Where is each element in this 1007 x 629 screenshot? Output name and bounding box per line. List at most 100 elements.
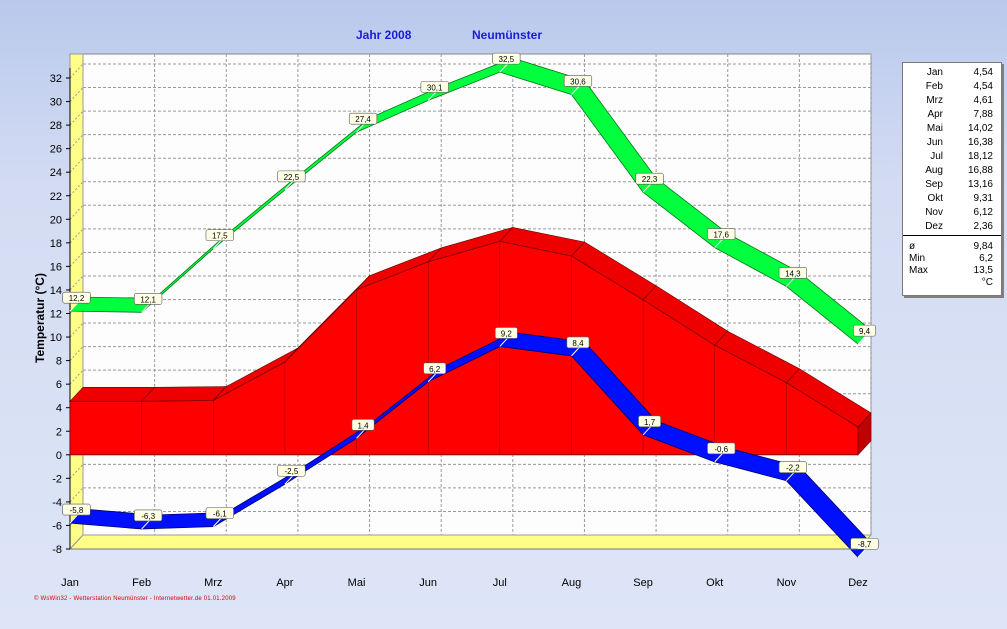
min-label-text: -2,2: [786, 464, 800, 473]
max-label-text: 12,1: [140, 295, 156, 304]
max-label-jan: 12,2: [62, 291, 91, 304]
max-label-feb: 12,1: [134, 293, 163, 305]
max-label-bg: [205, 229, 234, 242]
min-label-bg: [205, 507, 234, 519]
gridline-wall: [69, 204, 84, 220]
avg-point-jul: [499, 240, 501, 243]
min-label-text: -2,5: [285, 467, 299, 476]
avg-area-side: [857, 412, 872, 456]
max-label-mrz: 17,5: [205, 229, 234, 242]
legend-month: Mai: [926, 123, 943, 134]
max-label-bg: [420, 81, 449, 93]
gridline-wall: [69, 322, 84, 338]
min-label-dez: -8,7: [850, 537, 879, 550]
x-tick-label: Jul: [493, 577, 507, 589]
legend-row-sep: Sep 13,16: [907, 179, 993, 193]
legend-row-jun: Jun 16,38: [907, 137, 993, 151]
avg-point-mai: [355, 288, 358, 291]
x-tick-label: Sep: [633, 577, 653, 589]
max-label-text: 9,4: [859, 327, 871, 336]
x-tick-label: Jun: [419, 577, 437, 589]
min-label-bg: [423, 362, 447, 375]
legend-stat-0: ø 9,84: [907, 241, 993, 255]
y-tick-label: 2: [56, 426, 62, 438]
max-label-jun: 30,1: [420, 81, 449, 93]
min-label-nov: -2,2: [778, 461, 807, 474]
avg-point-nov: [785, 381, 788, 384]
y-tick-label: 14: [50, 285, 62, 297]
gridline-wall: [69, 534, 84, 550]
legend-stat-value: 13,5: [973, 265, 993, 276]
avg-point-okt: [713, 344, 716, 346]
min-label-jul: 9,2: [494, 327, 518, 339]
avg-point-feb: [140, 400, 143, 403]
y-tick-label: 10: [50, 332, 62, 344]
legend-value: 4,54: [973, 67, 993, 78]
y-tick-label: 12: [50, 309, 62, 321]
y-tick-label: 4: [56, 403, 62, 415]
min-label-text: -6,3: [141, 512, 155, 521]
legend-stat-value: 6,2: [979, 253, 993, 264]
legend-unit-label: °C: [981, 277, 993, 288]
max-label-mai: 27,4: [348, 112, 378, 125]
legend-value: 14,02: [967, 123, 993, 134]
max-label-bg: [62, 291, 91, 304]
legend-value: 4,61: [973, 95, 993, 106]
max-label-bg: [277, 170, 306, 183]
chart-title: Jahr 2008 Neumünster: [0, 28, 1007, 44]
max-label-jul: 32,5: [492, 52, 521, 65]
y-tick-label: 30: [50, 97, 62, 109]
y-axis-label: Temperatur (°C): [33, 273, 47, 363]
gridline-wall: [69, 181, 84, 197]
max-label-bg: [778, 267, 807, 279]
y-tick-label: 32: [50, 73, 62, 85]
legend-stat-2: Max 13,5: [907, 265, 993, 279]
avg-point-mrz: [212, 399, 215, 402]
y-tick-label: 26: [50, 144, 62, 156]
min-label-bg: [566, 336, 590, 349]
x-tick-label: Aug: [562, 577, 582, 589]
legend-month: Jul: [930, 151, 943, 162]
min-label-sep: 1,7: [638, 415, 661, 428]
gridline-wall: [69, 87, 84, 102]
gridline-wall: [69, 110, 84, 126]
max-label-text: 22,5: [284, 173, 300, 182]
gridline-wall: [69, 275, 84, 291]
y-tick-label: 18: [50, 238, 62, 250]
min-label-jun: 6,2: [423, 362, 447, 375]
min-label-text: 6,2: [429, 365, 441, 374]
y-tick-label: 24: [50, 167, 62, 179]
legend-month: Dez: [925, 221, 943, 232]
legend-stat-1: Min 6,2: [907, 253, 993, 267]
legend-month: Okt: [927, 193, 943, 204]
legend-divider: [903, 235, 1001, 236]
min-label-okt: -0,6: [707, 442, 736, 455]
max-label-bg: [853, 324, 876, 337]
legend-row-okt: Okt 9,31: [907, 193, 993, 207]
y-tick-label: -6: [52, 520, 62, 532]
gridline-wall: [69, 346, 84, 361]
legend-row-mrz: Mrz 4,61: [907, 95, 993, 109]
year-label: Jahr 2008: [356, 28, 412, 42]
legend-value: 2,36: [973, 221, 993, 232]
min-label-text: -5,8: [70, 506, 84, 515]
legend-month: Jun: [926, 137, 943, 148]
gridline-wall: [69, 252, 84, 267]
legend-row-apr: Apr 7,88: [907, 109, 993, 123]
legend-month: Nov: [925, 207, 943, 218]
min-label-bg: [62, 503, 91, 516]
min-label-bg: [707, 442, 736, 455]
avg-point-jun: [427, 261, 429, 263]
legend-stat-value: 9,84: [973, 241, 993, 252]
x-tick-label: Mai: [348, 577, 366, 589]
max-label-text: 30,6: [570, 77, 586, 86]
legend-value: 4,54: [973, 81, 993, 92]
min-label-mai: 1,4: [351, 419, 375, 431]
legend-value: 9,31: [973, 193, 993, 204]
max-label-dez: 9,4: [853, 324, 876, 337]
legend-month: Aug: [925, 165, 943, 176]
gridline-wall: [69, 228, 84, 244]
y-tick-label: -8: [52, 544, 62, 556]
legend-row-dez: Dez 2,36: [907, 221, 993, 235]
